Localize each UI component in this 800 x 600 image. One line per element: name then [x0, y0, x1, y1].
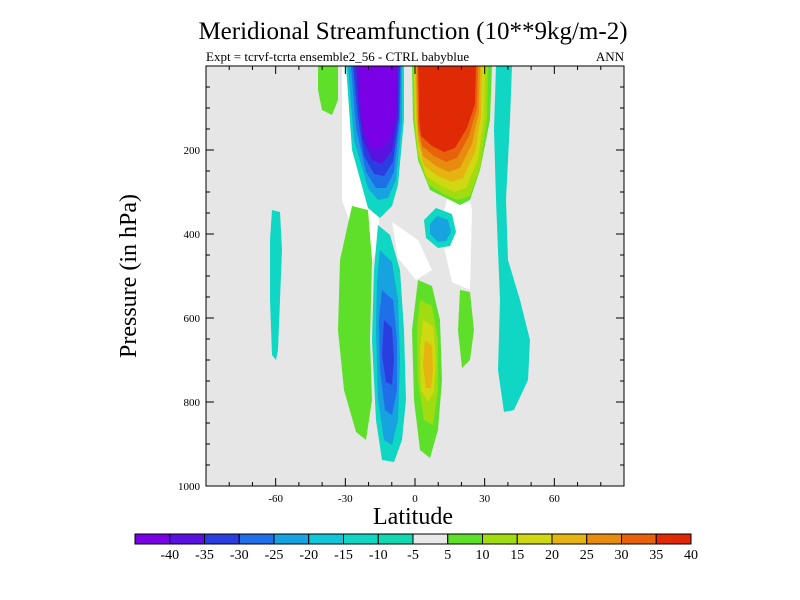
contour-positive-band [338, 206, 372, 440]
colorbar-swatch [621, 533, 657, 545]
colorbar-swatch [308, 533, 344, 545]
x-tick-label: -30 [338, 493, 353, 505]
colorbar-label: 15 [510, 548, 524, 563]
chart-subtitle-left: Expt = tcrvf-tcrta ensemble2_56 - CTRL b… [206, 49, 469, 64]
colorbar-swatch [204, 533, 240, 545]
colorbar-label: 35 [649, 548, 663, 563]
y-tick-label: 200 [184, 145, 201, 157]
chart-subtitle-right: ANN [596, 49, 625, 64]
colorbar-swatch [273, 533, 310, 545]
colorbar-label: -5 [407, 548, 419, 563]
x-axis-label: Latitude [373, 504, 453, 530]
contour-field [270, 66, 530, 462]
colorbar: -40 -35 -30 -25 -20 -15 -10 -5 5 10 15 20 25 30 35 40 [134, 533, 698, 563]
colorbar-swatch [655, 533, 692, 545]
x-tick-label: 30 [479, 493, 491, 505]
colorbar-swatch [343, 533, 379, 545]
y-tick-label: 1000 [178, 481, 201, 493]
contour-negative-upper [358, 66, 397, 150]
colorbar-label: 30 [615, 548, 629, 563]
x-tick-label: 60 [549, 493, 561, 505]
y-tick-label: 600 [184, 313, 201, 325]
colorbar-swatch [516, 533, 553, 545]
contour-positive-strip [458, 290, 474, 368]
contour-negative-band [494, 66, 530, 412]
y-axis-label: Pressure (in hPa) [116, 194, 142, 358]
axis-ticks: -60 -30 0 30 60 200 400 600 800 1000 [178, 66, 624, 505]
colorbar-label: -15 [334, 548, 353, 563]
colorbar-swatch [169, 533, 205, 545]
colorbar-label: -25 [265, 548, 284, 563]
x-tick-label: 0 [412, 493, 418, 505]
colorbar-swatch [412, 533, 449, 545]
colorbar-swatch [482, 533, 518, 545]
contour-negative-mid [430, 216, 451, 242]
colorbar-label: -30 [230, 548, 249, 563]
colorbar-swatch [586, 533, 622, 545]
chart-title: Meridional Streamfunction (10**9kg/m-2) [198, 18, 627, 45]
colorbar-label: -40 [160, 548, 179, 563]
x-tick-label: -60 [268, 493, 283, 505]
colorbar-label: 40 [684, 548, 698, 563]
contour-zero-patch [392, 222, 432, 280]
colorbar-label: 25 [580, 548, 594, 563]
y-tick-label: 400 [184, 229, 201, 241]
colorbar-swatch [447, 533, 483, 545]
colorbar-swatch [134, 533, 171, 545]
colorbar-swatch [377, 533, 414, 545]
contour-negative-lower [382, 320, 394, 385]
contour-negative-strip [270, 210, 282, 360]
contour-positive-upper [418, 66, 476, 152]
colorbar-label: 10 [476, 548, 490, 563]
colorbar-label: 5 [444, 548, 451, 563]
contour-positive-lower [423, 340, 433, 388]
colorbar-label: -20 [299, 548, 318, 563]
y-tick-label: 800 [184, 397, 201, 409]
contour-positive-strip [318, 66, 338, 115]
colorbar-label: 20 [545, 548, 559, 563]
colorbar-swatch [551, 533, 588, 545]
colorbar-label: -10 [369, 548, 388, 563]
colorbar-label: -35 [195, 548, 214, 563]
colorbar-swatch [238, 533, 275, 545]
